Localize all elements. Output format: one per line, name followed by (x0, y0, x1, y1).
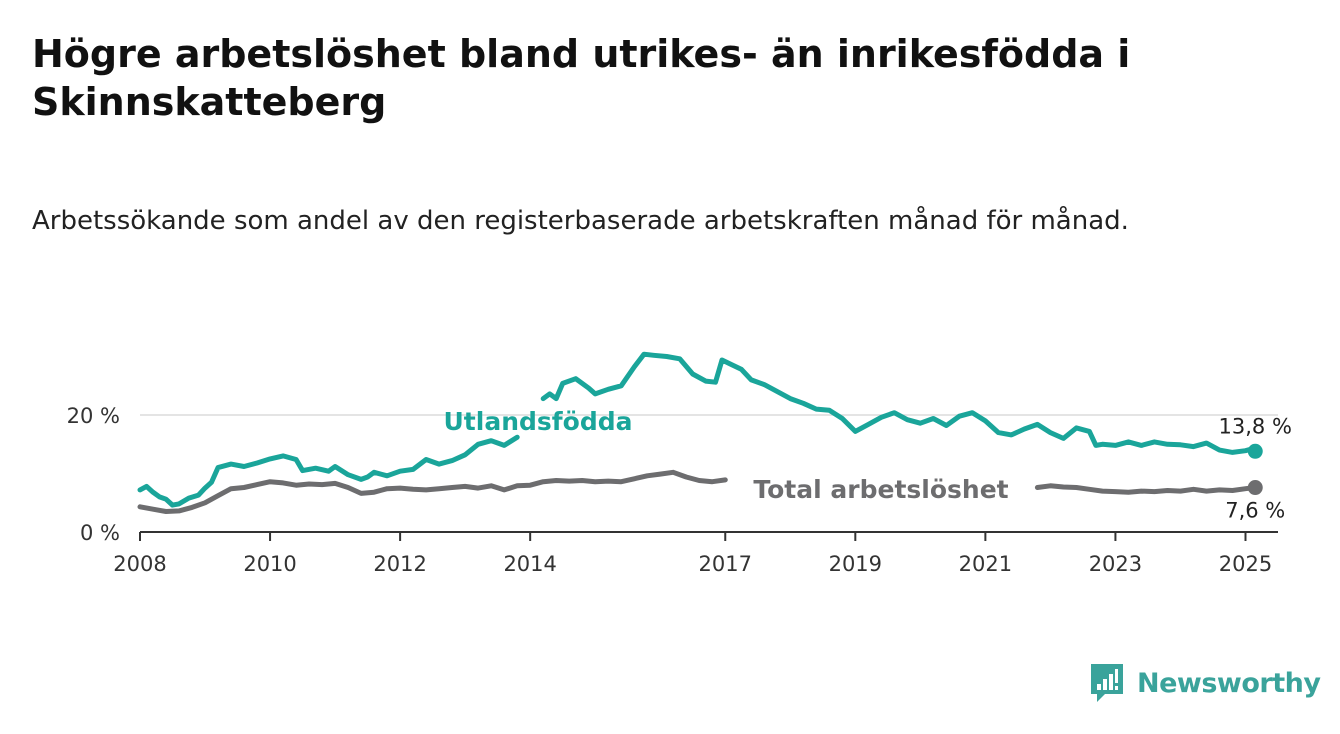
chart-subtitle: Arbetssökande som andel av den registerb… (32, 206, 1129, 236)
series-line-1 (137, 469, 1258, 514)
x-tick-label: 2023 (1089, 552, 1142, 576)
newsworthy-logo: Newsworthy (1089, 662, 1321, 704)
y-tick-label: 20 % (67, 404, 120, 428)
brand-name: Newsworthy (1137, 667, 1321, 699)
x-tick-label: 2010 (243, 552, 296, 576)
x-tick-label: 2014 (503, 552, 556, 576)
x-tick-label: 2017 (699, 552, 752, 576)
series-layer (137, 351, 1263, 514)
x-tick-label: 2008 (113, 552, 166, 576)
series-end-value-label: 13,8 % (1219, 414, 1292, 438)
series-label-total: Total arbetslöshet (753, 475, 1008, 504)
line-chart: 0 % 20 % 2008 2010 2012 2014 2017 2019 2021 2023 2… (67, 351, 1292, 576)
x-tick-label: 2021 (959, 552, 1012, 576)
series-end-point-0 (1247, 443, 1263, 459)
axis-layer: 0 % 20 % 2008 2010 2012 2014 2017 2019 2021 2023 2… (67, 404, 1278, 576)
y-tick-label: 0 % (80, 521, 120, 545)
x-tick-label: 2012 (373, 552, 426, 576)
series-line-0 (137, 351, 1258, 508)
series-end-value-label: 7,6 % (1225, 499, 1285, 523)
x-tick-label: 2025 (1219, 552, 1272, 576)
series-label-utlandsfodda: Utlandsfödda (444, 407, 633, 436)
newsworthy-bar-icon (1091, 664, 1123, 702)
label-layer: 13,8 % 7,6 % Utlandsfödda Total arbetslöshe… (444, 407, 1292, 523)
x-tick-label: 2019 (829, 552, 882, 576)
chart-title: Högre arbetslöshet bland utrikes- än inr… (32, 32, 1131, 124)
series-end-point-1 (1247, 480, 1263, 496)
